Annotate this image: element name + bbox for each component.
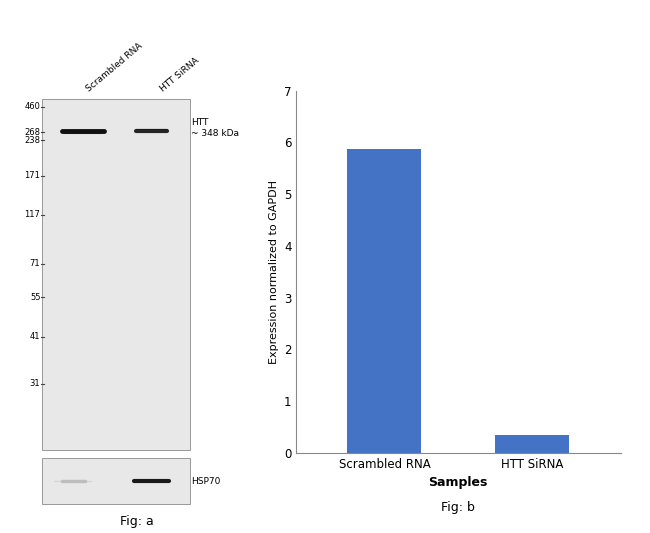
- Text: 31: 31: [30, 379, 40, 388]
- Bar: [495, 435, 569, 453]
- Text: 238: 238: [25, 136, 40, 144]
- Text: 171: 171: [25, 172, 40, 180]
- Text: 117: 117: [25, 211, 40, 219]
- Text: HTT
~ 348 kDa: HTT ~ 348 kDa: [191, 118, 239, 138]
- FancyBboxPatch shape: [42, 458, 190, 504]
- Text: HSP70: HSP70: [191, 477, 220, 486]
- Text: HTT SiRNA: HTT SiRNA: [158, 55, 200, 93]
- Text: Fig: a: Fig: a: [120, 515, 153, 528]
- X-axis label: Samples: Samples: [428, 477, 488, 489]
- Text: 41: 41: [30, 333, 40, 341]
- Text: 268: 268: [25, 128, 40, 136]
- Text: 55: 55: [30, 293, 40, 302]
- Text: Fig: b: Fig: b: [441, 502, 475, 514]
- Y-axis label: Expression normalized to GAPDH: Expression normalized to GAPDH: [268, 180, 279, 364]
- Bar: [348, 149, 421, 453]
- Text: Scrambled RNA: Scrambled RNA: [84, 41, 144, 93]
- FancyBboxPatch shape: [42, 99, 190, 450]
- Text: 460: 460: [25, 102, 40, 111]
- Text: 71: 71: [30, 260, 40, 268]
